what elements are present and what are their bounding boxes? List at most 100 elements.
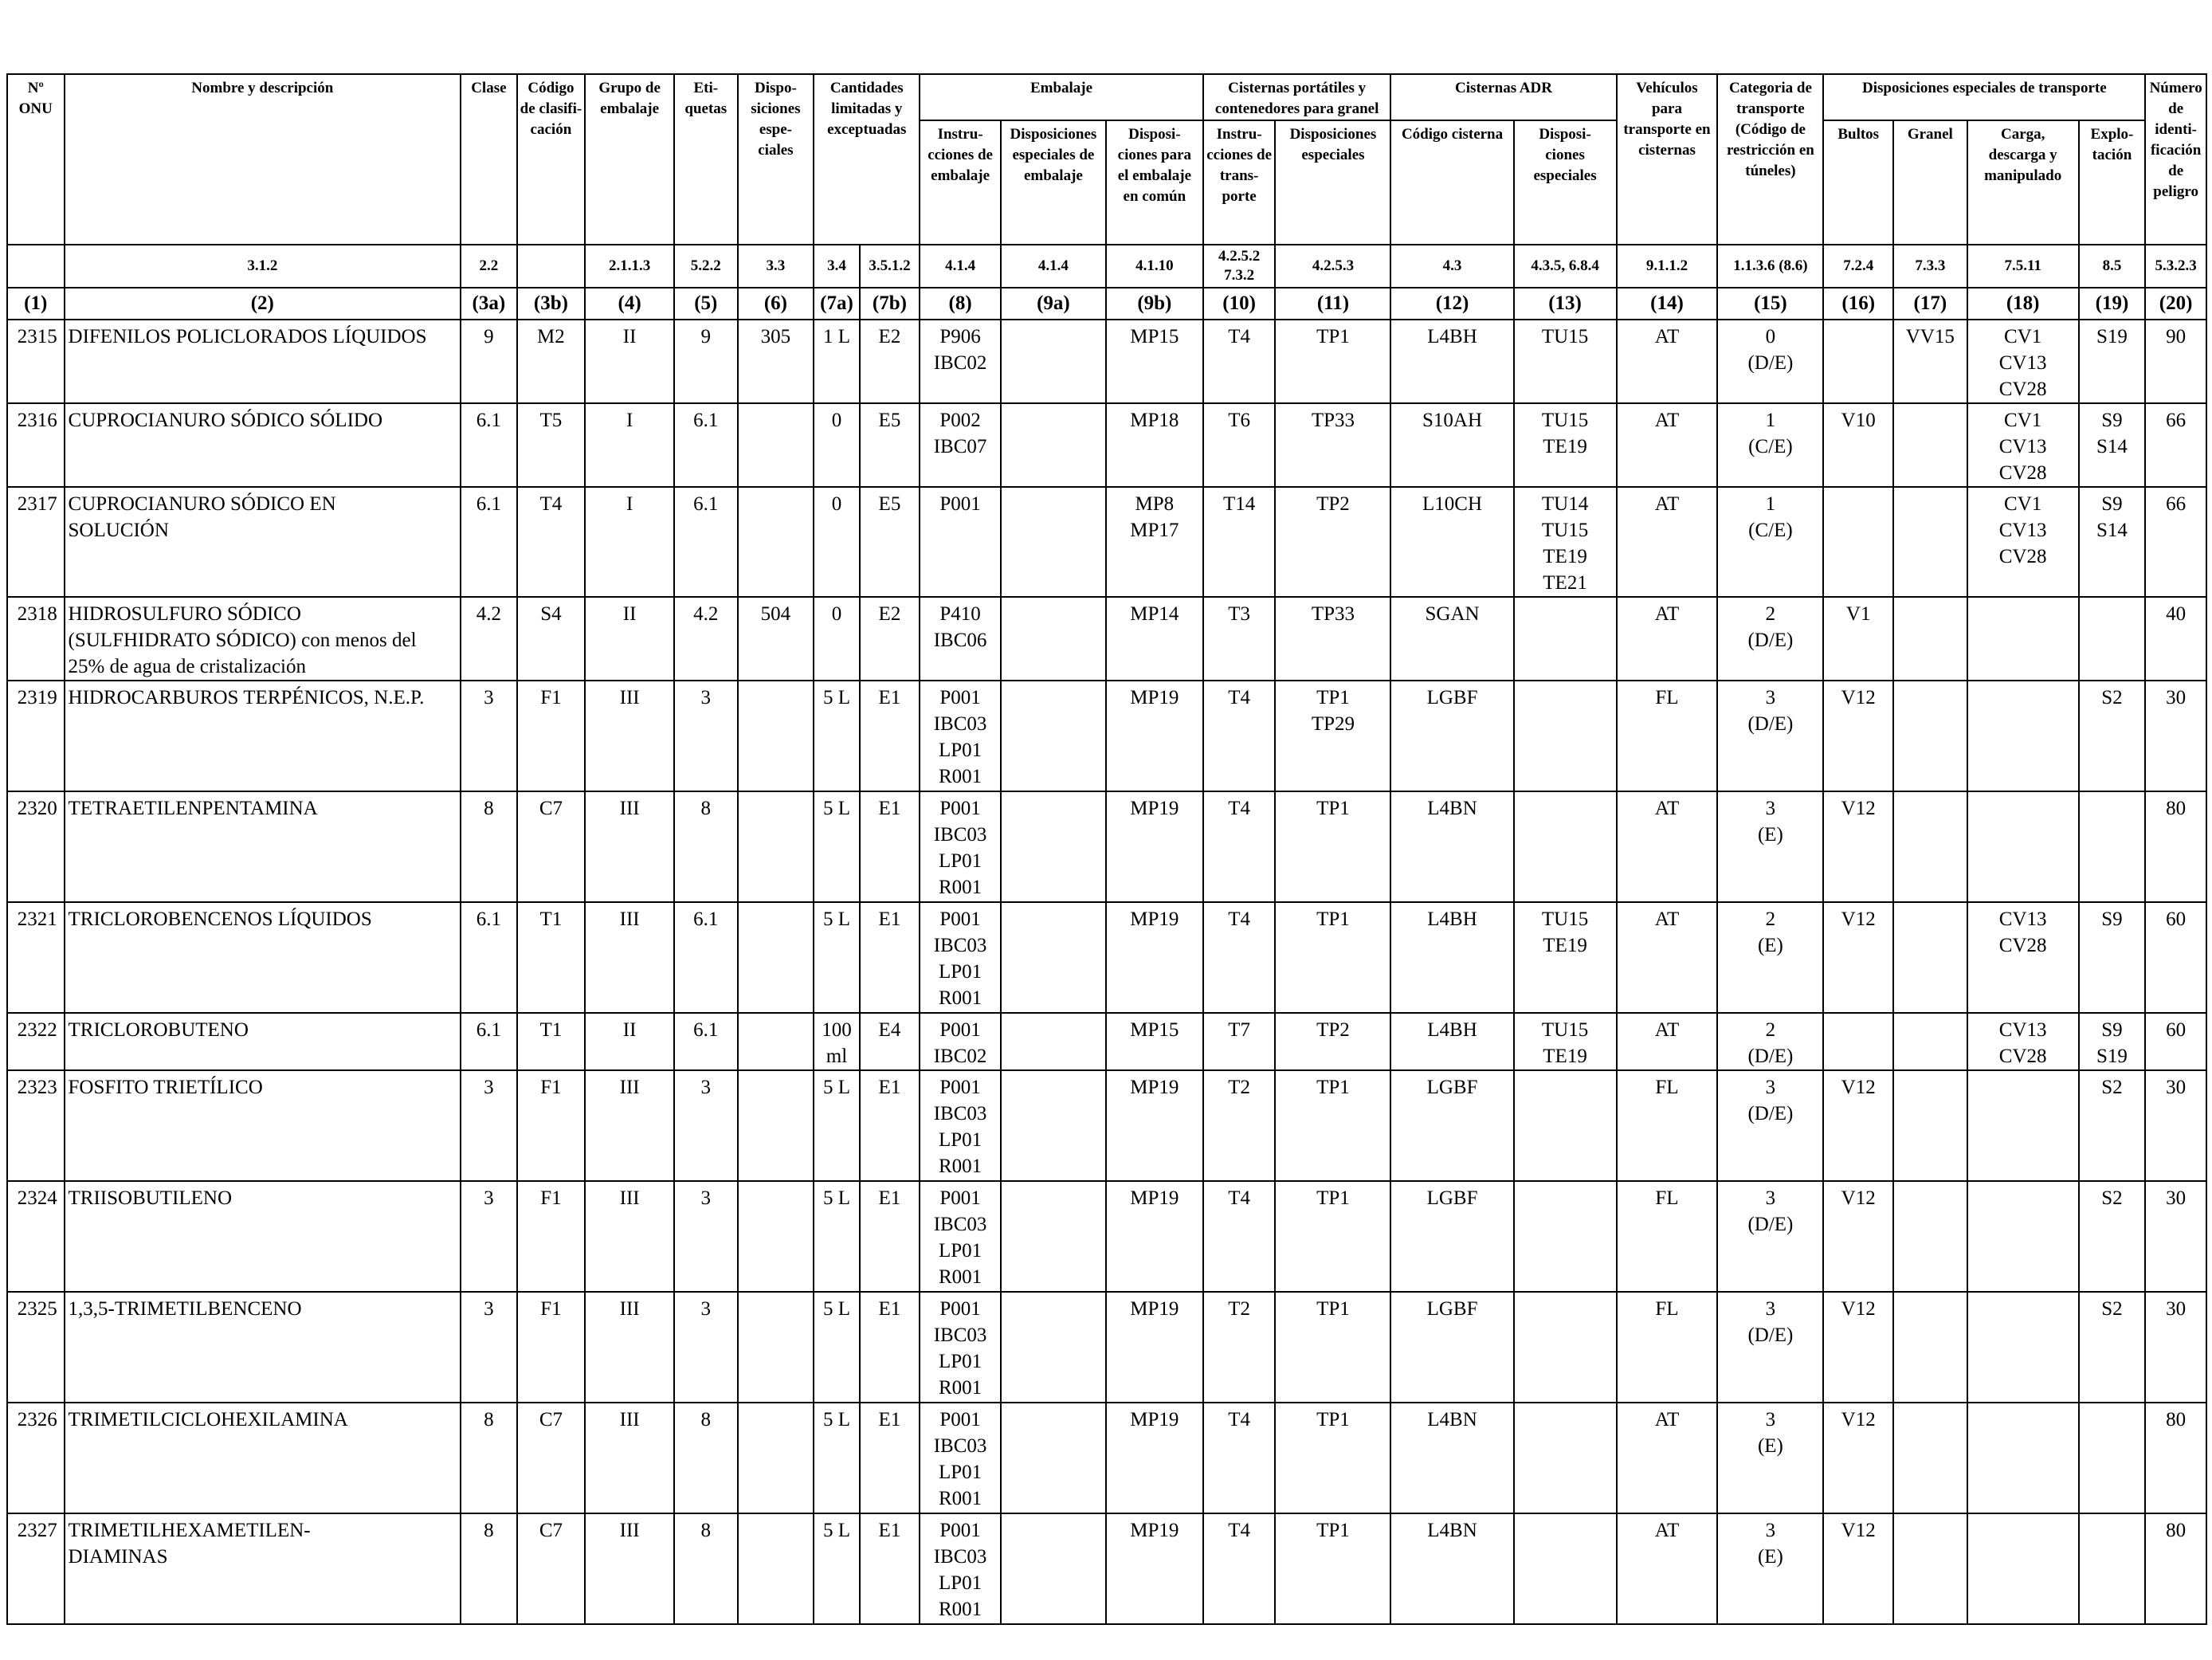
table-cell: 6.1	[673, 901, 739, 1014]
cell-line: P001	[939, 1520, 981, 1541]
cell-line: 6.1	[476, 410, 501, 431]
table-cell	[1892, 1069, 1968, 1182]
cell-line: TE21	[1543, 572, 1587, 594]
table-cell: 3	[673, 1069, 739, 1182]
cell-line: TP2	[1316, 1019, 1350, 1041]
table-cell: 3 (D/E)	[1716, 1291, 1825, 1403]
cell-line: 8	[700, 1520, 712, 1541]
cell-line: 3	[1765, 687, 1776, 708]
table-cell: S4	[516, 596, 586, 681]
table-cell: TU14 TU15 TE19 TE21	[1512, 486, 1618, 598]
table-cell: T4	[1202, 1180, 1277, 1293]
cell-line: LP01	[938, 961, 982, 983]
cell-line: IBC03	[933, 1435, 987, 1457]
table-cell: 6.1	[673, 402, 739, 488]
table-cell	[1892, 486, 1968, 598]
cell-line: 6.1	[693, 1019, 719, 1041]
table-cell: 1 (C/E)	[1716, 486, 1825, 598]
section-ref-cell: 2.2	[460, 245, 518, 288]
table-cell: III	[584, 1069, 676, 1182]
cell-line: 5 L	[822, 1298, 850, 1320]
column-number-cell: (2)	[63, 287, 462, 320]
table-cell: T6	[1202, 402, 1277, 488]
table-cell	[1892, 791, 1968, 903]
table-cell: MP19	[1104, 1180, 1204, 1293]
cell-line: S2	[2101, 1298, 2123, 1320]
cell-line: CV28	[1998, 546, 2047, 567]
table-cell: 30	[2144, 1180, 2207, 1293]
table-cell: 2 (D/E)	[1716, 1012, 1825, 1071]
cell-line: 2316	[17, 410, 57, 431]
table-cell: 30	[2144, 1291, 2207, 1403]
cell-line: TP1	[1316, 1409, 1350, 1430]
section-ref-cell: 4.3.5, 6.8.4	[1512, 245, 1618, 288]
section-ref-cell: 4.1.4	[919, 245, 1002, 288]
cell-line: R001	[938, 1599, 982, 1620]
cell-line: F1	[540, 1298, 562, 1320]
column-number-cell: (15)	[1716, 287, 1825, 320]
cell-line: V12	[1841, 687, 1876, 708]
table-cell: 5 L	[813, 901, 861, 1014]
table-cell: S2	[2077, 1291, 2147, 1403]
cell-line: TU15	[1541, 520, 1589, 541]
cell-line: TP33	[1311, 410, 1355, 431]
table-cell	[999, 1513, 1107, 1625]
table-cell: TP2	[1274, 1012, 1392, 1071]
cell-line: M2	[537, 326, 565, 347]
cell-line: L4BH	[1427, 1019, 1477, 1041]
table-cell: 305	[736, 319, 815, 404]
table-cell	[1892, 1513, 1968, 1625]
header-etiquetas: Eti-quetas	[673, 73, 739, 245]
cell-line: V1	[1845, 603, 1871, 625]
cell-line: CV13	[1998, 352, 2047, 374]
table-cell	[1966, 1402, 2080, 1514]
cell-line: CV28	[1998, 462, 2047, 484]
cell-line: T4	[1228, 687, 1250, 708]
cell-line: 6.1	[693, 908, 719, 930]
table-cell: 0 (D/E)	[1716, 319, 1825, 404]
cell-line: AT	[1654, 603, 1680, 625]
table-cell: 5 L	[813, 1069, 861, 1182]
cell-line: LP01	[938, 1129, 982, 1151]
column-number-cell: (20)	[2144, 287, 2207, 320]
table-cell: P001	[919, 486, 1002, 598]
cell-line: 2319	[17, 687, 57, 708]
table-cell: V12	[1822, 1513, 1895, 1625]
table-cell: E1	[859, 901, 921, 1014]
column-number-cell: (19)	[2077, 287, 2147, 320]
cell-line: 2325	[17, 1298, 57, 1320]
cell-line: R001	[938, 987, 982, 1009]
cell-line: 4.2	[693, 603, 719, 625]
table-cell: 5 L	[813, 680, 861, 792]
table-cell: TP2	[1274, 486, 1392, 598]
table-cell: II	[584, 1012, 676, 1071]
cell-line: E1	[878, 1409, 901, 1430]
section-ref-cell: 4.2.5.3	[1274, 245, 1392, 288]
table-row: 2316 CUPROCIANURO SÓDICO SÓLIDO 6.1 T5 I 6.1 0…	[6, 402, 2207, 488]
table-cell: 9	[673, 319, 739, 404]
cell-line: R001	[938, 1156, 982, 1177]
cell-line: HIDROCARBUROS TERPÉNICOS, N.E.P.	[68, 687, 425, 708]
dangerous-goods-table: Nº ONU Nombre y descripción Clase Código d…	[6, 73, 2207, 1625]
section-ref-cell	[516, 245, 586, 288]
cell-line: 0	[831, 410, 842, 431]
cell-line: TU15	[1541, 326, 1589, 347]
cell-line: (E)	[1757, 1546, 1783, 1568]
cell-line: R001	[938, 1377, 982, 1399]
table-cell: P001 IBC02	[919, 1012, 1002, 1071]
table-cell	[736, 1069, 815, 1182]
cell-line: 5 L	[822, 1077, 850, 1098]
cell-line: L4BN	[1427, 798, 1477, 819]
un-number-cell: 2323	[6, 1069, 65, 1182]
table-cell: 6.1	[673, 1012, 739, 1071]
cell-line: E1	[878, 1077, 901, 1098]
table-cell: TU15 TE19	[1512, 1012, 1618, 1071]
cell-line: IBC06	[933, 630, 987, 651]
table-row: 2322 TRICLOROBUTENO 6.1 T1 II 6.1 100 ml E4 P001 I…	[6, 1012, 2207, 1071]
cell-line: MP19	[1130, 908, 1179, 930]
cell-line: S4	[540, 603, 562, 625]
cell-line: MP19	[1130, 798, 1179, 819]
table-row: 2318 HIDROSULFURO SÓDICO (SULFHIDRATO SÓDI…	[6, 596, 2207, 681]
cell-line: TU15	[1541, 410, 1589, 431]
table-cell	[736, 791, 815, 903]
